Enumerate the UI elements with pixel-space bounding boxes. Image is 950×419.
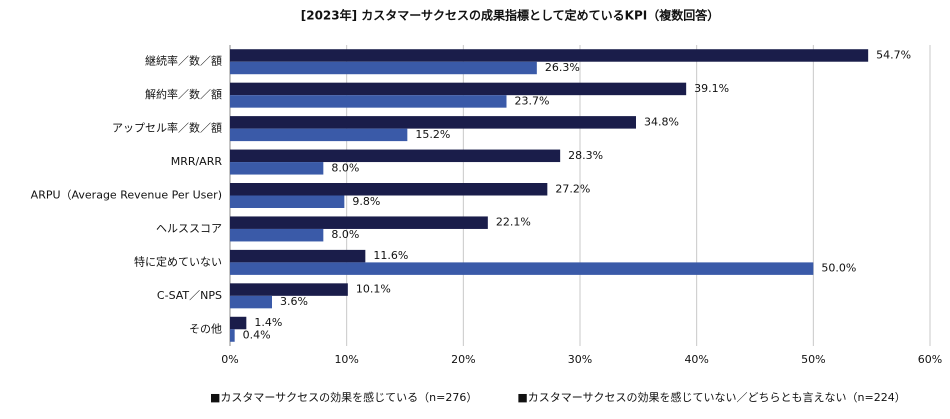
legend-label: ■カスタマーサクセスの効果を感じていない／どちらとも言えない（n=224） (517, 390, 905, 404)
bar (230, 49, 869, 62)
bar (230, 149, 561, 163)
x-tick-label: 10% (334, 353, 358, 366)
legend-label: ■カスタマーサクセスの効果を感じている（n=276） (210, 390, 477, 404)
y-tick-label: 特に定めていない (134, 254, 222, 268)
value-label: 39.1% (694, 82, 729, 95)
y-tick-label: アップセル率／数／額 (112, 121, 222, 135)
bar (230, 82, 687, 96)
value-label: 15.2% (415, 128, 450, 141)
x-tick-label: 60% (918, 353, 942, 366)
value-label: 9.8% (352, 195, 380, 208)
y-tick-label: 継続率／数／額 (145, 54, 222, 68)
value-label: 1.4% (254, 316, 282, 329)
bar (230, 128, 408, 142)
x-tick-label: 40% (684, 353, 708, 366)
bar (230, 249, 366, 263)
value-label: 8.0% (331, 161, 359, 174)
bar (230, 61, 537, 75)
bar (230, 295, 272, 309)
y-tick-label: ARPU（Average Revenue Per User) (31, 189, 222, 202)
x-tick-label: 0% (221, 353, 238, 366)
bar (230, 183, 548, 196)
bar (230, 262, 814, 275)
bar (230, 316, 247, 330)
value-label: 0.4% (243, 329, 271, 342)
value-label: 22.1% (496, 216, 531, 229)
value-label: 27.2% (555, 182, 590, 195)
y-tick-label: ヘルススコア (156, 222, 222, 235)
chart-title: [2023年] カスタマーサクセスの成果指標として定めているKPI（複数回答） (301, 8, 720, 23)
y-tick-label: C-SAT／NPS (157, 289, 222, 302)
bar (230, 162, 324, 175)
value-label: 11.6% (373, 249, 408, 262)
x-tick-label: 50% (801, 353, 825, 366)
x-tick-label: 30% (568, 353, 592, 366)
y-tick-label: 解約率／数／額 (145, 87, 222, 101)
value-label: 34.8% (644, 115, 679, 128)
value-label: 8.0% (331, 228, 359, 241)
y-tick-label: その他 (189, 322, 222, 335)
bar (230, 95, 507, 108)
bar (230, 195, 345, 208)
value-label: 54.7% (876, 48, 911, 61)
value-label: 23.7% (515, 94, 550, 107)
bar (230, 283, 348, 296)
value-label: 26.3% (545, 61, 580, 74)
value-label: 3.6% (280, 295, 308, 308)
bar (230, 228, 324, 242)
bar (230, 329, 235, 342)
value-label: 10.1% (356, 283, 391, 296)
bar (230, 116, 636, 129)
y-tick-label: MRR/ARR (171, 155, 223, 168)
x-tick-label: 20% (451, 353, 475, 366)
bar (230, 216, 488, 229)
value-label: 28.3% (568, 149, 603, 162)
value-label: 50.0% (821, 262, 856, 275)
